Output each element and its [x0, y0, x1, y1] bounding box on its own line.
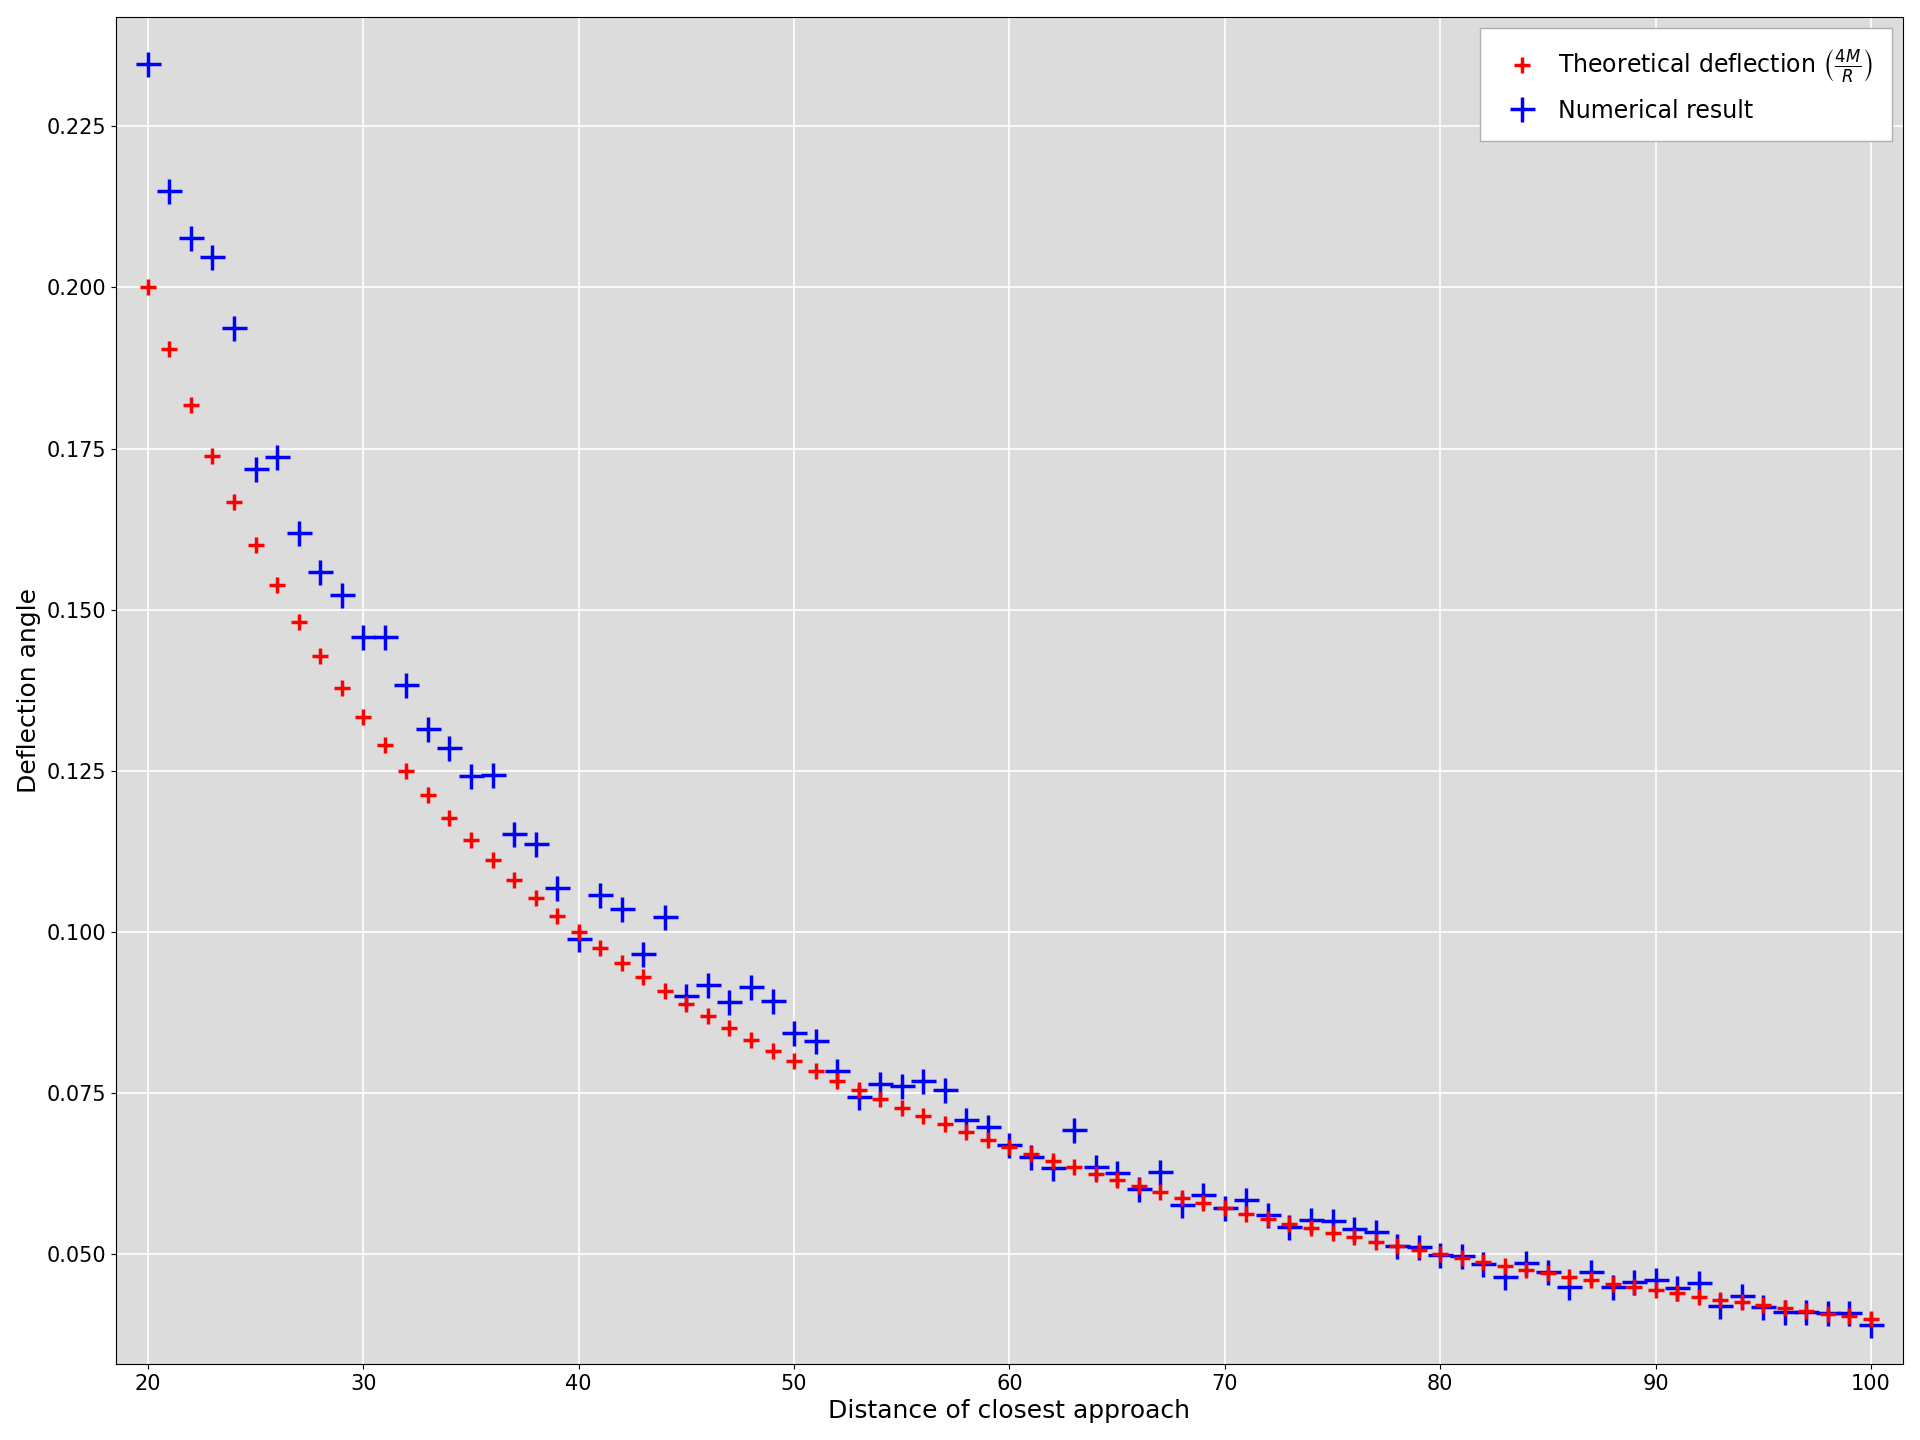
Theoretical deflection $\left(\frac{4M}{R}\right)$ — [1536, 1264, 1559, 1282]
Y-axis label: Deflection angle: Deflection angle — [17, 588, 40, 793]
Legend: Theoretical deflection $\left(\frac{4M}{R}\right)$, Numerical result: Theoretical deflection $\left(\frac{4M}{… — [1480, 29, 1891, 141]
Numerical result — [136, 56, 159, 73]
Line: Theoretical deflection $\left(\frac{4M}{R}\right)$: Theoretical deflection $\left(\frac{4M}{… — [140, 279, 1880, 1328]
Numerical result — [1536, 1263, 1559, 1280]
Theoretical deflection $\left(\frac{4M}{R}\right)$ — [136, 279, 159, 297]
Theoretical deflection $\left(\frac{4M}{R}\right)$ — [1622, 1279, 1645, 1296]
Numerical result — [1622, 1273, 1645, 1290]
Theoretical deflection $\left(\frac{4M}{R}\right)$ — [1859, 1310, 1882, 1328]
Line: Numerical result: Numerical result — [136, 52, 1884, 1338]
Numerical result — [1859, 1316, 1882, 1333]
Numerical result — [1407, 1238, 1430, 1256]
X-axis label: Distance of closest approach: Distance of closest approach — [828, 1400, 1190, 1423]
Theoretical deflection $\left(\frac{4M}{R}\right)$ — [1688, 1287, 1711, 1305]
Numerical result — [1085, 1158, 1108, 1175]
Numerical result — [1213, 1200, 1236, 1217]
Numerical result — [1688, 1274, 1711, 1292]
Theoretical deflection $\left(\frac{4M}{R}\right)$ — [1407, 1241, 1430, 1259]
Theoretical deflection $\left(\frac{4M}{R}\right)$ — [1085, 1165, 1108, 1182]
Theoretical deflection $\left(\frac{4M}{R}\right)$ — [1213, 1200, 1236, 1217]
